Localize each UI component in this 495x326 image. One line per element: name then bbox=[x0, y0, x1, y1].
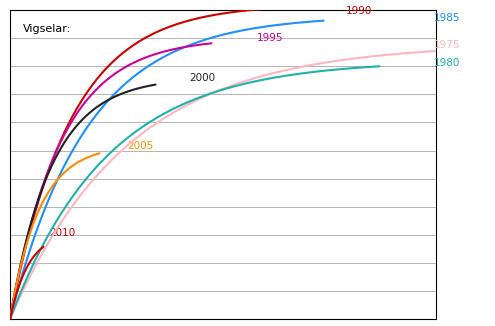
Text: 1995: 1995 bbox=[256, 33, 283, 43]
Text: 2005: 2005 bbox=[128, 141, 154, 151]
Text: 2010: 2010 bbox=[49, 228, 75, 238]
Text: Vigselar:: Vigselar: bbox=[23, 24, 72, 35]
Text: 2000: 2000 bbox=[189, 73, 215, 83]
Text: 1985: 1985 bbox=[433, 13, 460, 23]
Text: 1975: 1975 bbox=[433, 40, 460, 50]
Text: 1980: 1980 bbox=[433, 58, 460, 68]
Text: 1990: 1990 bbox=[346, 7, 372, 17]
